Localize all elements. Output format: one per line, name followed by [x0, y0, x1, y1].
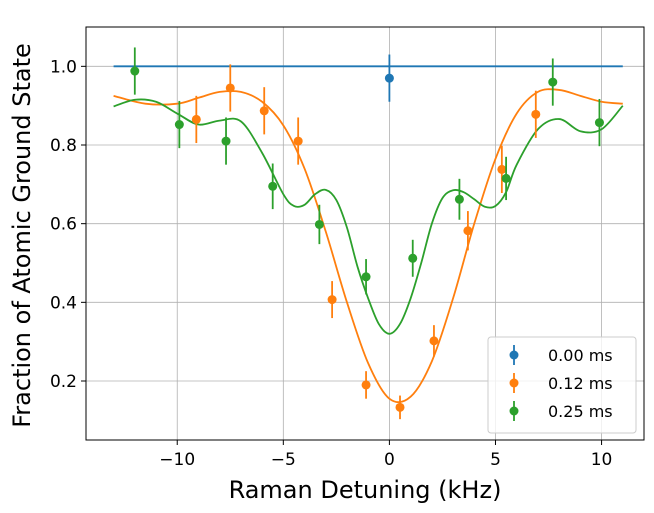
- marker: [454, 194, 464, 204]
- data-point-series-2: [221, 117, 231, 165]
- marker: [408, 253, 418, 263]
- data-point-series-1: [497, 145, 507, 193]
- marker: [497, 164, 507, 174]
- legend-box: [487, 336, 637, 434]
- data-point-series-1: [463, 211, 473, 251]
- data-point-series-2: [314, 204, 324, 245]
- legend-item-series-2: 0.25 ms: [509, 401, 613, 421]
- marker: [221, 136, 231, 146]
- data-point-series-1: [531, 90, 541, 138]
- marker: [268, 181, 278, 191]
- x-tick-label: 5: [490, 450, 501, 470]
- marker: [501, 173, 511, 183]
- x-axis-label: Raman Detuning (kHz): [229, 476, 502, 504]
- data-point-series-2: [174, 100, 184, 149]
- y-tick-label: 0.6: [50, 215, 77, 235]
- data-point-series-1: [293, 117, 303, 165]
- marker: [174, 120, 184, 130]
- legend-marker: [509, 350, 519, 360]
- marker: [463, 226, 473, 236]
- marker: [429, 336, 439, 346]
- data-point-series-1: [361, 371, 371, 399]
- data-point-series-1: [429, 325, 439, 357]
- marker: [191, 114, 201, 124]
- legend-label: 0.25 ms: [548, 402, 613, 421]
- marker: [293, 136, 303, 146]
- data-point-series-2: [548, 58, 558, 106]
- y-tick-label: 0.2: [50, 372, 77, 392]
- y-axis-label: Fraction of Atomic Ground State: [8, 43, 36, 428]
- marker: [395, 402, 405, 412]
- plot-frame: [85, 26, 645, 441]
- legend-items: 0.00 ms 0.12 ms 0.25 ms: [509, 345, 613, 421]
- fit-line-series-1: [113, 88, 623, 404]
- y-tick-label: 0.8: [50, 136, 77, 156]
- data-point-series-1: [259, 87, 269, 135]
- legend-marker: [509, 378, 519, 388]
- marker: [361, 380, 371, 390]
- data-point-series-1: [395, 395, 405, 420]
- marker: [225, 83, 235, 93]
- x-tick-label: −5: [271, 450, 296, 470]
- data-point-series-0: [384, 54, 394, 102]
- data-point-series-2: [501, 156, 511, 201]
- data-points: [130, 47, 604, 420]
- data-point-series-2: [594, 98, 604, 147]
- marker: [531, 109, 541, 119]
- marker: [259, 106, 269, 116]
- x-tick-label: 10: [591, 450, 613, 470]
- axis-ticks: −10 −5 0 5 10 0.2 0.4 0.6 0.8 1.0: [50, 57, 612, 470]
- data-point-series-2: [361, 259, 371, 295]
- legend-item-series-1: 0.12 ms: [509, 373, 613, 393]
- data-point-series-2: [130, 47, 140, 95]
- data-point-series-2: [408, 239, 418, 277]
- data-point-series-1: [225, 64, 235, 112]
- marker: [327, 295, 337, 305]
- marker: [548, 77, 558, 87]
- x-tick-label: −10: [159, 450, 195, 470]
- legend-label: 0.00 ms: [548, 346, 613, 365]
- data-point-series-2: [454, 178, 464, 220]
- data-point-series-1: [191, 95, 201, 144]
- marker: [384, 73, 394, 83]
- legend-item-series-0: 0.00 ms: [509, 345, 613, 365]
- marker: [361, 272, 371, 282]
- legend: 0.00 ms 0.12 ms 0.25 ms: [487, 336, 637, 434]
- marker: [130, 66, 140, 76]
- legend-label: 0.12 ms: [548, 374, 613, 393]
- y-tick-label: 0.4: [50, 293, 77, 313]
- data-point-series-2: [268, 163, 278, 210]
- data-point-series-1: [327, 281, 337, 319]
- x-tick-label: 0: [384, 450, 395, 470]
- y-tick-label: 1.0: [50, 57, 77, 77]
- marker: [314, 219, 324, 229]
- marker: [594, 118, 604, 128]
- legend-marker: [509, 406, 519, 416]
